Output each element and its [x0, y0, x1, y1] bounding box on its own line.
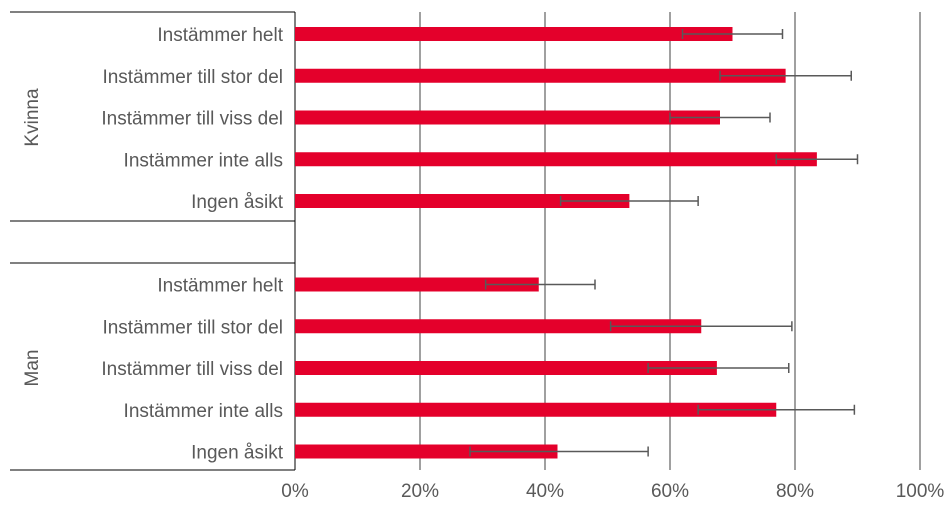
- x-tick-label: 80%: [776, 481, 814, 502]
- bar: [295, 68, 786, 83]
- x-tick-label: 20%: [401, 481, 439, 502]
- bar: [295, 152, 817, 167]
- bar: [295, 361, 717, 375]
- category-axis: [10, 11, 295, 471]
- category-label: Instämmer inte alls: [124, 150, 283, 171]
- bar: [295, 319, 702, 334]
- category-label: Instämmer inte alls: [124, 401, 283, 422]
- category-label: Instämmer till viss del: [101, 359, 283, 380]
- bar: [295, 277, 539, 292]
- category-label: Instämmer helt: [157, 25, 283, 46]
- group-label: Kvinna: [22, 88, 43, 147]
- gridlines: [294, 12, 921, 470]
- x-tick-label: 0%: [281, 481, 309, 502]
- category-label: Instämmer helt: [157, 276, 283, 297]
- bar: [295, 194, 630, 208]
- labels: 0% 20% 40% 60% 80% 100% Instämmer helt Instämme…: [22, 25, 944, 502]
- category-label: Instämmer till viss del: [101, 109, 283, 130]
- category-label: Ingen åsikt: [191, 192, 284, 213]
- category-label: Instämmer till stor del: [102, 317, 283, 338]
- x-tick-label: 40%: [526, 481, 564, 502]
- bars: [295, 27, 817, 459]
- group-label: Man: [22, 350, 43, 387]
- category-label: Instämmer till stor del: [102, 67, 283, 88]
- category-label: Ingen åsikt: [191, 443, 284, 464]
- x-tick-label: 100%: [896, 481, 945, 502]
- error-bars: [469, 29, 859, 457]
- bar: [295, 27, 733, 41]
- bar: [295, 444, 558, 459]
- bar: [295, 110, 720, 125]
- bar: [295, 402, 777, 417]
- x-tick-label: 60%: [651, 481, 689, 502]
